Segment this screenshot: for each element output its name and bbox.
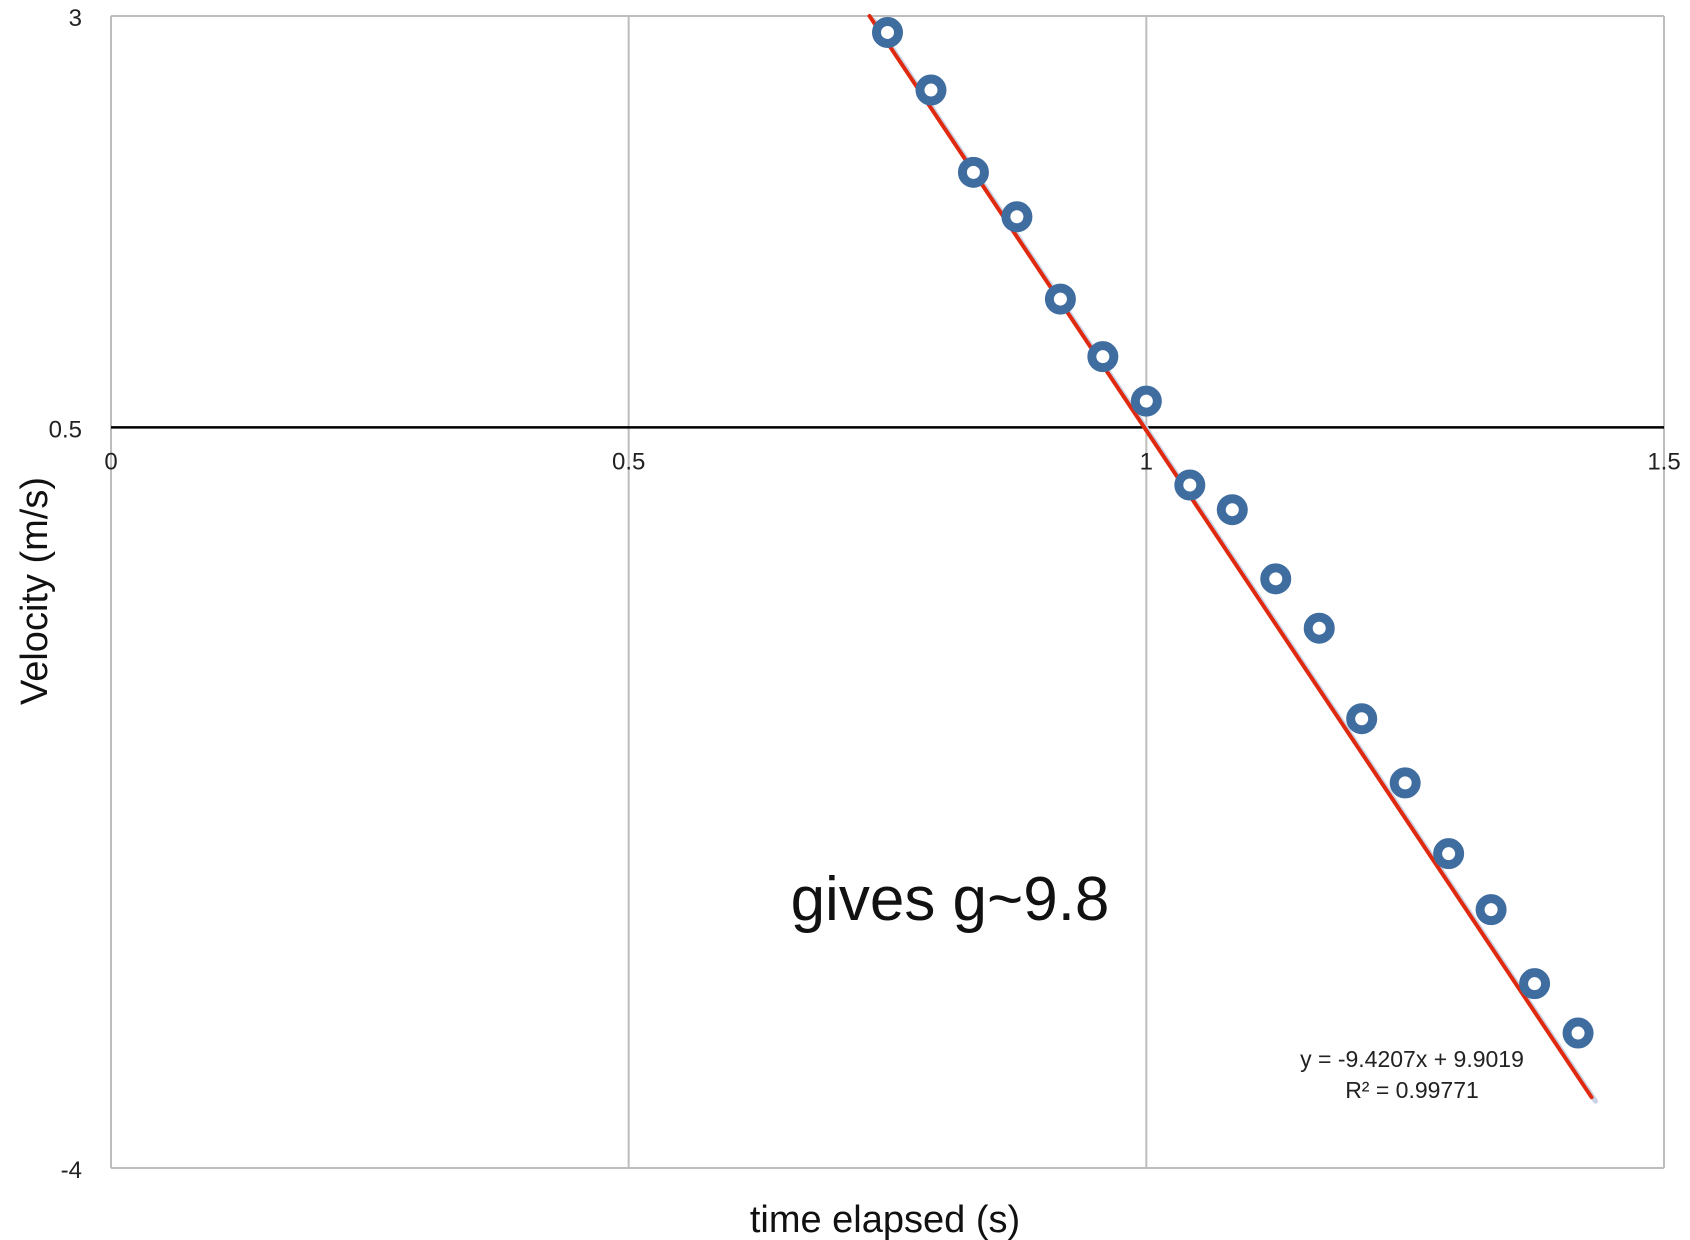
data-point [1562, 1017, 1594, 1049]
x-tick-label: 1.5 [1647, 448, 1680, 475]
x-tick-label: 1 [1140, 448, 1153, 475]
data-point [1044, 283, 1076, 315]
data-point [872, 16, 903, 48]
y-tick-label: 3 [69, 5, 82, 32]
data-point [1389, 767, 1421, 799]
data-point [1130, 385, 1162, 417]
r-squared-label: R² = 0.99771 [1345, 1077, 1479, 1103]
data-point [957, 156, 989, 188]
y-tick-label: -4 [61, 1157, 82, 1184]
data-point [1346, 703, 1378, 735]
y-axis-title: Velocity (m/s) [14, 477, 56, 705]
y-tick-label: 0.5 [49, 416, 82, 443]
x-tick-label: 0.5 [612, 448, 645, 475]
trendline [867, 14, 1594, 1100]
data-point [1216, 494, 1248, 526]
data-point [915, 74, 947, 106]
data-point [1174, 469, 1206, 501]
g-estimate-note: gives g~9.8 [791, 865, 1110, 934]
data-point [1260, 563, 1292, 595]
data-point [1519, 968, 1551, 1000]
data-point [1475, 894, 1507, 926]
data-point [1087, 341, 1119, 373]
data-point [1303, 612, 1335, 644]
trendline-group [867, 14, 1599, 1104]
data-point [1001, 201, 1033, 233]
data-point [1433, 838, 1465, 870]
x-tick-label: 0 [104, 448, 117, 475]
data-points [872, 16, 1594, 1049]
x-axis-title: time elapsed (s) [750, 1199, 1020, 1240]
grid-lines [110, 15, 1665, 1169]
tick-labels: 0 0.5 1 1.5 3 0.5 -4 [49, 5, 1681, 1184]
trendline-equation: y = -9.4207x + 9.9019 [1300, 1046, 1524, 1072]
